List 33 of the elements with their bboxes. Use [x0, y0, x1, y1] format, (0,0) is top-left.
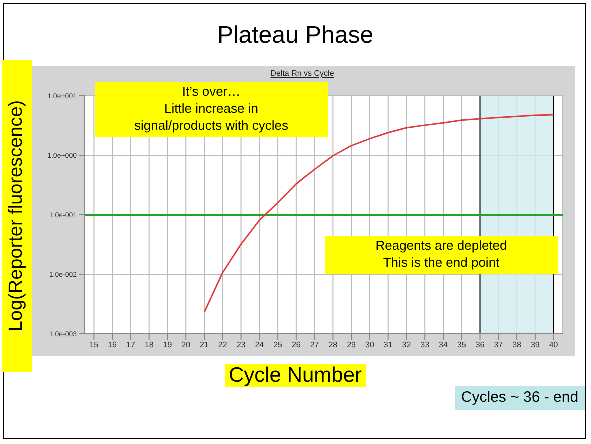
x-tick-label: 23 [236, 340, 246, 350]
x-tick-label: 36 [476, 340, 486, 350]
x-tick-label: 35 [457, 340, 467, 350]
x-tick-label: 32 [402, 340, 412, 350]
x-tick-label: 27 [310, 340, 320, 350]
chart-subtitle: Delta Rn vs Cycle [270, 69, 336, 78]
callout-box: Reagents are depleted This is the end point [325, 236, 558, 274]
x-tick-label: 39 [530, 340, 540, 350]
x-tick-label: 17 [126, 340, 136, 350]
x-tick-label: 18 [144, 340, 154, 350]
x-tick-label: 15 [90, 340, 100, 350]
x-tick-label: 24 [255, 340, 265, 350]
y-axis-title: Log(Reporter fluorescence) [6, 100, 28, 332]
x-tick-label: 21 [200, 340, 210, 350]
callout-box: Cycles ~ 36 - end [455, 386, 585, 410]
x-tick-label: 37 [494, 340, 504, 350]
x-tick-label: 28 [328, 340, 338, 350]
x-tick-label: 16 [108, 340, 118, 350]
chart-title: Plateau Phase [216, 22, 375, 50]
x-tick-label: 26 [292, 340, 302, 350]
x-tick-label: 30 [366, 340, 375, 350]
x-axis-title: Cycle Number [224, 364, 366, 387]
x-tick-label: 40 [549, 340, 559, 350]
x-tick-label: 22 [218, 340, 228, 350]
x-tick-label: 33 [420, 340, 430, 350]
x-tick-label: 25 [274, 340, 284, 350]
x-tick-label: 34 [439, 340, 448, 350]
x-tick-label: 31 [384, 340, 394, 350]
x-tick-label: 29 [347, 340, 357, 350]
x-tick-label: 20 [182, 340, 192, 350]
callout-box: It’s over… Little increase in signal/products with cycles [95, 82, 328, 137]
x-tick-label: 38 [512, 340, 522, 350]
x-tick-label: 19 [163, 340, 173, 350]
